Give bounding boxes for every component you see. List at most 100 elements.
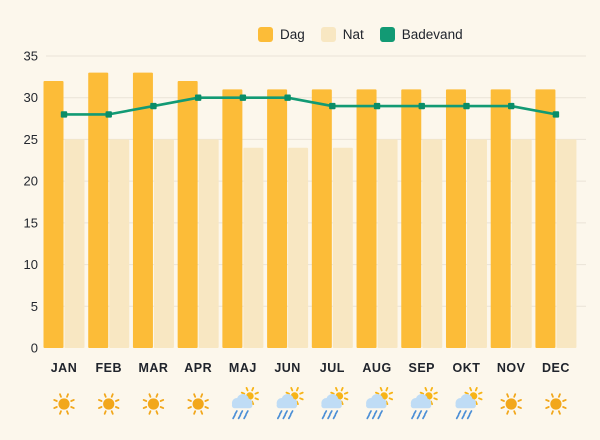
raindrop [287, 414, 292, 420]
raindrop [237, 414, 242, 420]
raindrop [276, 414, 281, 420]
badevand-point-maj [239, 94, 247, 101]
bar-nat-sep [422, 139, 443, 348]
y-tick-label-20: 20 [24, 174, 38, 189]
sun-icon [53, 393, 75, 415]
y-tick-label-10: 10 [24, 257, 38, 272]
y-tick-label-30: 30 [24, 90, 38, 105]
raindrop [245, 410, 249, 416]
raindrop [239, 410, 244, 416]
month-label-okt: OKT [453, 361, 481, 375]
bar-dag-jul [311, 89, 332, 348]
bar-nat-maj [243, 147, 264, 348]
raindrop [379, 410, 383, 416]
bar-nat-dec [556, 139, 577, 348]
bar-nat-apr [198, 139, 219, 348]
month-label-mar: MAR [138, 361, 168, 375]
raindrop [234, 410, 238, 416]
badevand-point-sep [418, 102, 425, 110]
legend-item-badevand: Badevand [379, 27, 463, 42]
raindrop [413, 410, 417, 416]
month-label-jun: JUN [274, 361, 301, 375]
raindrop [457, 410, 462, 416]
bar-nat-jul [332, 147, 353, 348]
legend-item-nat: Nat [320, 27, 364, 42]
weather-icon-mar [142, 393, 165, 415]
weather-icon-sep [410, 386, 438, 420]
raindrop [461, 414, 465, 420]
y-tick-label-0: 0 [31, 341, 38, 356]
bar-dag-apr [177, 81, 198, 349]
legend-label-dag: Dag [280, 27, 305, 42]
month-label-aug: AUG [362, 361, 391, 375]
raindrop [366, 414, 370, 420]
raindrop [289, 410, 294, 416]
raindrop [243, 414, 247, 420]
legend-label-nat: Nat [342, 27, 364, 42]
badevand-point-jan [60, 111, 68, 118]
raindrop [329, 410, 333, 416]
weather-icon-dec [545, 393, 567, 415]
raindrop [334, 410, 339, 416]
badevand-point-jun [284, 94, 291, 101]
raindrop [284, 410, 288, 416]
sun-icon [545, 393, 567, 415]
raindrop [371, 414, 376, 420]
raindrop [418, 410, 423, 416]
bar-nat-mar [153, 139, 174, 348]
dag-color-swatch [258, 27, 273, 42]
rain-cloud-icon [276, 394, 298, 409]
chart-legend: Dag Nat Badevand [258, 27, 463, 42]
bar-dag-maj [222, 89, 243, 348]
raindrop [416, 414, 421, 420]
raindrop [368, 410, 372, 416]
bar-dag-feb [88, 72, 109, 348]
badevand-point-jul [329, 102, 336, 110]
month-label-jul: JUL [320, 361, 345, 375]
sun-icon [142, 393, 165, 415]
raindrop [411, 414, 415, 420]
rain-cloud-icon [366, 394, 387, 409]
badevand-point-dec [552, 111, 560, 118]
sun-icon [187, 393, 209, 415]
weather-icon-maj [231, 386, 259, 420]
bar-dag-dec [535, 89, 556, 348]
badevand-line [64, 96, 557, 116]
month-label-apr: APR [184, 361, 212, 375]
weather-icon-jul [321, 386, 349, 420]
raindrop [321, 414, 326, 420]
month-label-maj: MAJ [229, 361, 257, 375]
month-label-dec: DEC [542, 361, 570, 375]
badevand-point-mar [150, 102, 157, 110]
badevand-point-apr [194, 94, 202, 101]
bar-dag-nov [490, 89, 511, 348]
weather-icon-nov [500, 393, 522, 415]
raindrop [373, 410, 378, 416]
month-label-jan: JAN [51, 361, 78, 375]
bar-nat-nov [511, 139, 532, 348]
raindrop [282, 414, 286, 420]
weather-icon-aug [366, 386, 394, 420]
raindrop [422, 414, 426, 420]
y-tick-label-15: 15 [24, 215, 38, 230]
bar-dag-aug [356, 89, 377, 348]
y-tick-label-5: 5 [31, 299, 38, 314]
raindrop [466, 414, 471, 420]
raindrop [332, 414, 337, 420]
bar-nat-aug [377, 139, 398, 348]
raindrop [278, 410, 283, 416]
badevand-point-okt [463, 102, 470, 110]
month-label-nov: NOV [497, 361, 526, 375]
y-tick-label-35: 35 [24, 49, 38, 64]
badevand-point-nov [508, 102, 515, 110]
badevand-color-swatch [379, 27, 395, 42]
rain-cloud-icon [455, 394, 476, 409]
sun-icon [500, 393, 522, 415]
weather-icon-jun [276, 386, 304, 420]
bar-dag-okt [445, 89, 466, 348]
legend-label-badevand: Badevand [401, 27, 463, 42]
raindrop [455, 414, 460, 420]
rain-cloud-icon [231, 394, 253, 409]
